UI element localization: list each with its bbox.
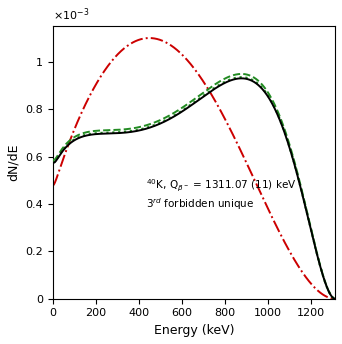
Y-axis label: dN/dE: dN/dE <box>7 144 20 181</box>
Text: $^{40}$K, Q$_{\beta^-}$ = 1311.07 (11) keV
3$^{rd}$ forbidden unique: $^{40}$K, Q$_{\beta^-}$ = 1311.07 (11) k… <box>146 178 297 212</box>
X-axis label: Energy (keV): Energy (keV) <box>154 324 234 337</box>
Text: $\times 10^{-3}$: $\times 10^{-3}$ <box>53 7 89 23</box>
